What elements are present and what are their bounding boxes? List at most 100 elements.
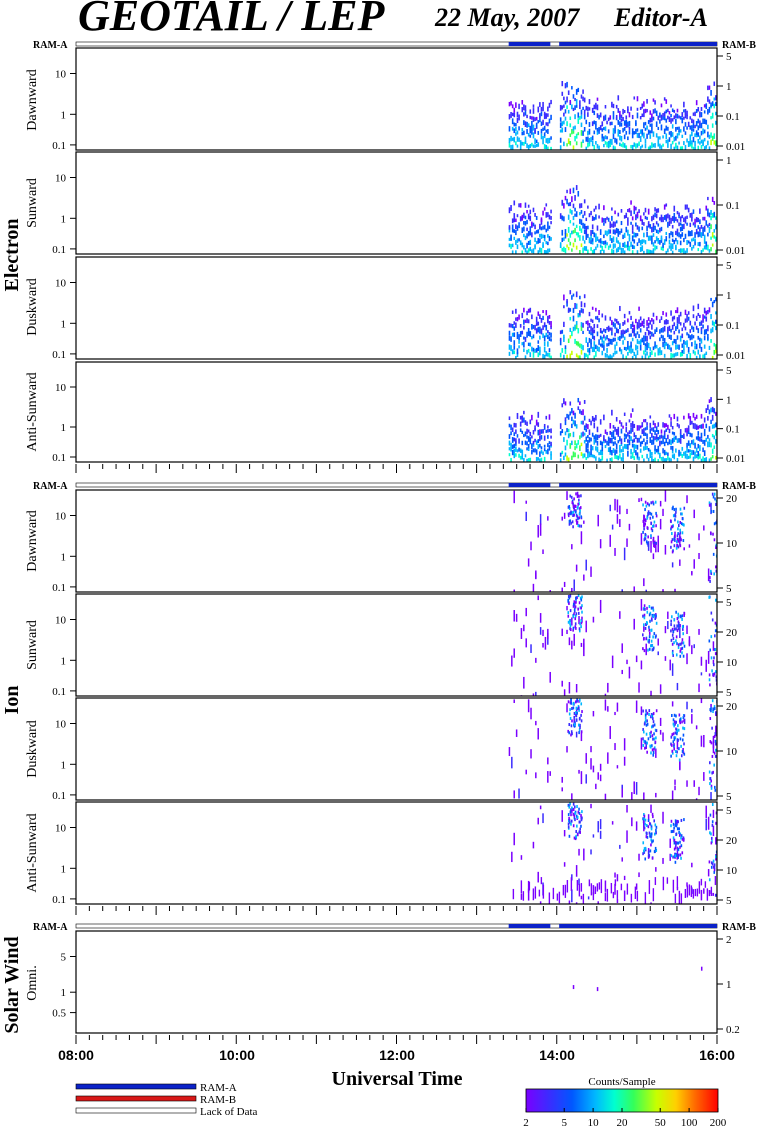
spectrogram-pixel — [539, 247, 541, 253]
spectrogram-pixel — [717, 525, 719, 528]
spectrogram-pixel — [561, 121, 564, 127]
spectrogram-pixel — [672, 722, 675, 726]
spectrogram-pixel — [580, 203, 583, 208]
spectrogram-pixel — [619, 121, 621, 127]
spectrogram-pixel — [718, 859, 720, 862]
spectrogram-pixel — [529, 115, 532, 120]
spectrogram-pixel — [617, 132, 620, 137]
spectrogram-pixel — [571, 706, 573, 710]
spectrogram-pixel — [644, 626, 647, 630]
spectrogram-pixel — [549, 771, 551, 776]
spectrogram-pixel — [600, 879, 603, 894]
spectrogram-pixel — [573, 612, 575, 616]
spectrogram-pixel — [681, 446, 684, 451]
spectrogram-pixel — [576, 506, 579, 510]
spectrogram-pixel — [508, 142, 511, 148]
spectrogram-pixel — [652, 615, 655, 619]
ram-bars-layer — [75, 41, 718, 929]
spectrogram-pixel — [620, 428, 623, 434]
spectrogram-pixel — [683, 727, 686, 731]
spectrogram-pixel — [697, 453, 700, 460]
spectrogram-pixel — [614, 323, 616, 329]
spectrogram-pixel — [611, 524, 614, 530]
spectrogram-pixel — [702, 324, 704, 329]
spectrogram-pixel — [595, 246, 597, 251]
spectrogram-pixel — [710, 572, 713, 576]
spectrogram-pixel — [710, 635, 713, 639]
spectrogram-pixel — [540, 877, 543, 885]
spectrogram-pixel — [638, 853, 640, 861]
spectrogram-pixel — [710, 706, 712, 710]
spectrogram-pixel — [519, 448, 522, 453]
spectrogram-pixel — [652, 815, 654, 819]
spectrogram-pixel — [655, 848, 658, 852]
spectrogram-pixel — [606, 141, 608, 148]
spectrogram-pixel — [547, 137, 549, 144]
spectrogram-pixel — [710, 786, 713, 790]
spectrogram-pixel — [710, 102, 712, 108]
spectrogram-pixel — [703, 353, 706, 359]
group-label-electron: Electron — [1, 219, 23, 292]
spectrogram-pixel — [630, 427, 632, 434]
spectrogram-pixel — [615, 449, 618, 454]
spectrogram-pixel — [652, 737, 654, 741]
spectrogram-pixel — [515, 613, 518, 622]
spectrogram-pixel — [675, 118, 677, 125]
spectrogram-pixel — [620, 330, 623, 335]
spectrogram-pixel — [601, 350, 604, 356]
spectrogram-pixel — [561, 237, 564, 243]
spectrogram-pixel — [590, 758, 592, 770]
spectrogram-pixel — [521, 342, 524, 346]
spectrogram-pixel — [583, 127, 586, 132]
spectrogram-pixel — [650, 725, 653, 729]
spectrogram-pixel — [527, 435, 530, 442]
spectrogram-pixel — [707, 869, 710, 877]
spectrogram-pixel — [676, 240, 679, 245]
spectrogram-pixel — [609, 229, 612, 234]
spectrogram-pixel — [516, 214, 519, 218]
left-tick-label: 0.1 — [52, 790, 66, 802]
spectrogram-pixel — [708, 438, 711, 442]
spectrogram-pixel — [680, 893, 683, 904]
spectrogram-pixel — [643, 109, 645, 114]
spectrogram-pixel — [603, 240, 605, 245]
spectrogram-pixel — [660, 103, 663, 108]
spectrogram-pixel — [714, 876, 717, 886]
spectrogram-pixel — [510, 442, 512, 448]
spectrogram-pixel — [639, 448, 642, 453]
spectrogram-pixel — [683, 714, 686, 718]
spectrogram-pixel — [699, 231, 701, 237]
spectrogram-pixel — [647, 342, 650, 349]
spectrogram-pixel — [615, 114, 618, 120]
spectrogram-pixel — [611, 821, 614, 825]
spectrogram-pixel — [662, 335, 664, 342]
spectrogram-pixel — [655, 221, 658, 225]
spectrogram-pixel — [705, 103, 708, 110]
spectrogram-pixel — [709, 782, 711, 786]
spectrogram-pixel — [708, 249, 711, 253]
spectrogram-pixel — [720, 813, 722, 816]
spectrogram-pixel — [663, 458, 666, 462]
spectrogram-pixel — [650, 512, 653, 516]
spectrogram-pixel — [684, 309, 687, 315]
spectrogram-pixel — [513, 216, 516, 223]
spectrogram-pixel — [712, 509, 715, 513]
spectrogram-pixel — [659, 729, 662, 735]
figure-editor: Editor-A — [613, 3, 708, 32]
spectrogram-pixel — [515, 317, 517, 321]
spectrogram-pixel — [513, 345, 516, 350]
spectrogram-pixel — [575, 245, 578, 250]
spectrogram-pixel — [687, 230, 690, 237]
spectrogram-pixel — [646, 133, 648, 139]
spectrogram-pixel — [540, 446, 543, 450]
spectrogram-pixel — [582, 431, 584, 437]
spectrogram-pixel — [713, 865, 716, 869]
spectrogram-pixel — [607, 117, 610, 122]
spectrogram-pixel — [588, 429, 591, 435]
spectrogram-pixel — [620, 118, 623, 122]
spectrogram-pixel — [699, 219, 701, 225]
spectrogram-pixel — [681, 454, 684, 458]
spectrogram-pixel — [523, 336, 525, 340]
spectrogram-pixel — [643, 239, 645, 243]
spectrogram-pixel — [590, 332, 592, 336]
